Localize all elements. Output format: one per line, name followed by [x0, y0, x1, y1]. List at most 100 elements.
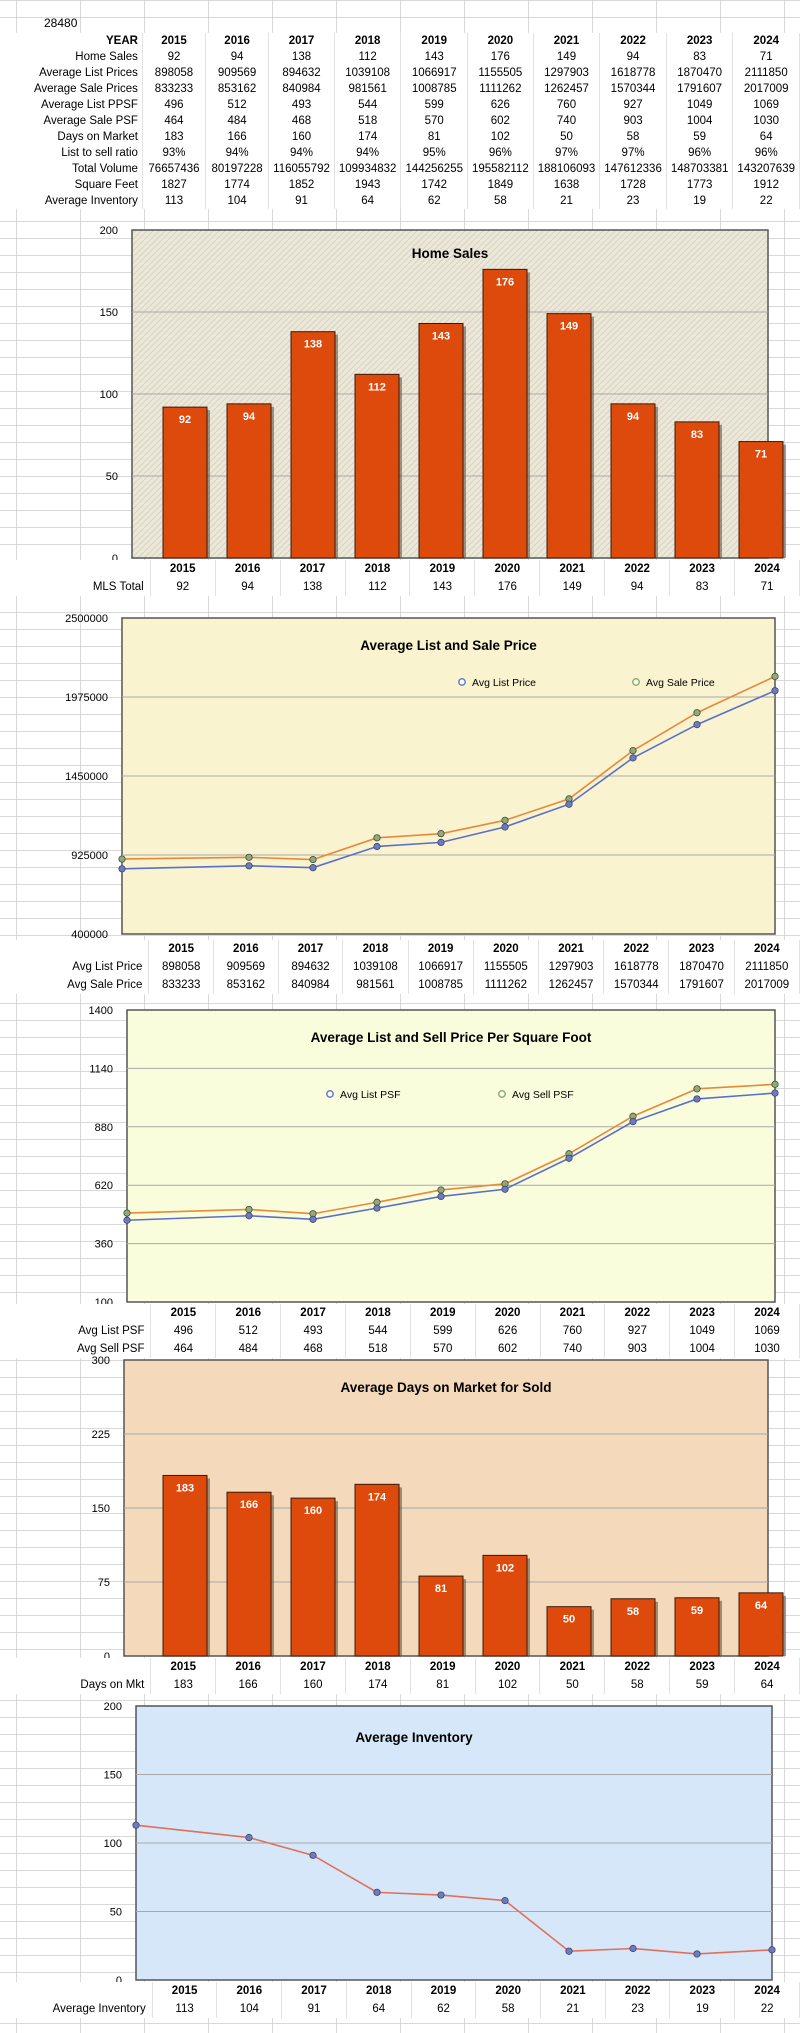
data-point [693, 709, 701, 717]
data-point [771, 1080, 779, 1088]
value-cell: 1069 [734, 1322, 800, 1340]
y-tick-label: 1140 [89, 1063, 113, 1075]
data-point [771, 1089, 779, 1097]
table-cell: 1912 [732, 177, 800, 193]
inventory-chart-panel: 0 50 100 150 200 Average Inventory 2015 2016 201… [0, 1700, 800, 2033]
bar-data-label: 64 [755, 1600, 768, 1612]
legend-marker [326, 1090, 334, 1098]
chart-svg: 0 75 150 225 300 Average Days on Market for S… [92, 1356, 786, 1663]
table-cell: 760 [533, 97, 601, 113]
category-label: 2015 [150, 560, 216, 578]
category-label: 2017 [280, 1658, 346, 1676]
value-cell: 1030 [734, 1340, 800, 1358]
table-cell: 102 [467, 129, 534, 145]
data-point [501, 1185, 509, 1193]
category-label: 2021 [539, 1658, 606, 1676]
value-cell: 1049 [669, 1322, 736, 1340]
y-tick-label: 150 [104, 1770, 122, 1782]
value-cell: 138 [280, 578, 346, 596]
category-label: 2016 [215, 1658, 282, 1676]
table-cell: 484 [205, 113, 270, 129]
value-cell: 1066917 [408, 958, 474, 976]
chart-table-row: Avg List Price 898058 909569 894632 1039108 1… [0, 958, 800, 976]
table-cell: 1791607 [666, 81, 734, 97]
category-label: 2022 [604, 1658, 671, 1676]
bar-data-label: 183 [176, 1482, 194, 1494]
table-cell: 94% [205, 145, 270, 161]
y-tick-label: 1450000 [65, 771, 108, 783]
data-point [565, 1947, 573, 1955]
value-cell: 81 [410, 1676, 476, 1694]
table-cell: 166 [205, 129, 270, 145]
value-cell: 113 [152, 2000, 218, 2018]
bar [226, 1491, 272, 1657]
table-cell: 116055792 [268, 161, 335, 177]
y-tick-label: 0 [104, 1651, 110, 1663]
chart-table-row: Avg List PSF 496 512 493 544 599 626 760 927 1049… [0, 1322, 800, 1340]
table-cell: 95% [400, 145, 468, 161]
value-cell: 71 [734, 578, 800, 596]
chart-table-row: Avg Sale Price 833233 853162 840984 981561 10… [0, 976, 800, 994]
y-tick-label: 620 [95, 1180, 113, 1192]
table-cell: 64 [732, 129, 800, 145]
table-cell: 1742 [400, 177, 468, 193]
table-cell: 113 [142, 193, 207, 209]
value-cell: 21 [540, 2000, 606, 2018]
data-point [245, 1205, 253, 1214]
table-cell: 174 [334, 129, 402, 145]
data-point [245, 853, 253, 861]
table-cell: 927 [599, 97, 667, 113]
category-label: 2016 [215, 560, 281, 578]
data-point [373, 1204, 381, 1212]
chart-title: Average List and Sell Price Per Square F… [311, 1030, 592, 1045]
year-header-label: YEAR [0, 33, 143, 49]
chart-table-row: Days on Mkt 183 166 160 174 81 102 50 58 59 64 [0, 1676, 800, 1694]
table-cell: 71 [732, 49, 800, 65]
category-label: 2019 [410, 1658, 476, 1676]
series-row-label: Avg Sell PSF [0, 1340, 152, 1358]
legend-marker [632, 678, 640, 686]
value-cell: 174 [345, 1676, 411, 1694]
data-point [693, 1095, 701, 1103]
y-tick-label: 150 [92, 1503, 110, 1515]
series-line [121, 689, 776, 870]
value-cell: 464 [150, 1340, 217, 1358]
value-cell: 981561 [342, 976, 409, 994]
table-cell: 468 [268, 113, 335, 129]
value-cell: 64 [346, 2000, 412, 2018]
table-cell: 94 [599, 49, 667, 65]
data-point [437, 1186, 445, 1194]
y-tick-label: 400000 [71, 929, 108, 941]
value-cell: 91 [281, 2000, 347, 2018]
category-label: 2022 [603, 940, 670, 958]
category-label: 2017 [280, 560, 346, 578]
row-label: Home Sales [0, 49, 143, 65]
chart-svg: 0 50 100 150 200 Home Sales 92 94 138 112 143 176 14… [100, 225, 786, 565]
table-cell: 981561 [334, 81, 402, 97]
value-cell: 104 [216, 2000, 283, 2018]
bar [738, 441, 784, 559]
row-label: Days on Market [0, 129, 143, 145]
y-tick-label: 100 [100, 389, 118, 401]
bar [610, 403, 656, 559]
table-cell: 97% [599, 145, 667, 161]
table-cell: 518 [334, 113, 402, 129]
legend-label: Avg List PSF [340, 1089, 401, 1101]
table-cell: 96% [467, 145, 534, 161]
value-cell: 1618778 [603, 958, 670, 976]
bar [162, 1474, 208, 1657]
value-cell: 176 [474, 578, 541, 596]
value-cell: 1870470 [668, 958, 735, 976]
bar-data-label: 83 [691, 429, 703, 441]
table-cell: 76657436 [142, 161, 207, 177]
y-tick-label: 1975000 [65, 692, 108, 704]
value-cell: 58 [475, 2000, 542, 2018]
row-label: Average Inventory [0, 193, 143, 209]
data-point [373, 834, 381, 842]
y-tick-label: 100 [104, 1838, 122, 1850]
data-point [309, 1851, 317, 1859]
table-cell: 1262457 [533, 81, 601, 97]
chart-table-row: Average Inventory 113 104 91 64 62 58 21 23 19 22 [0, 2000, 800, 2018]
table-cell: 1008785 [400, 81, 468, 97]
